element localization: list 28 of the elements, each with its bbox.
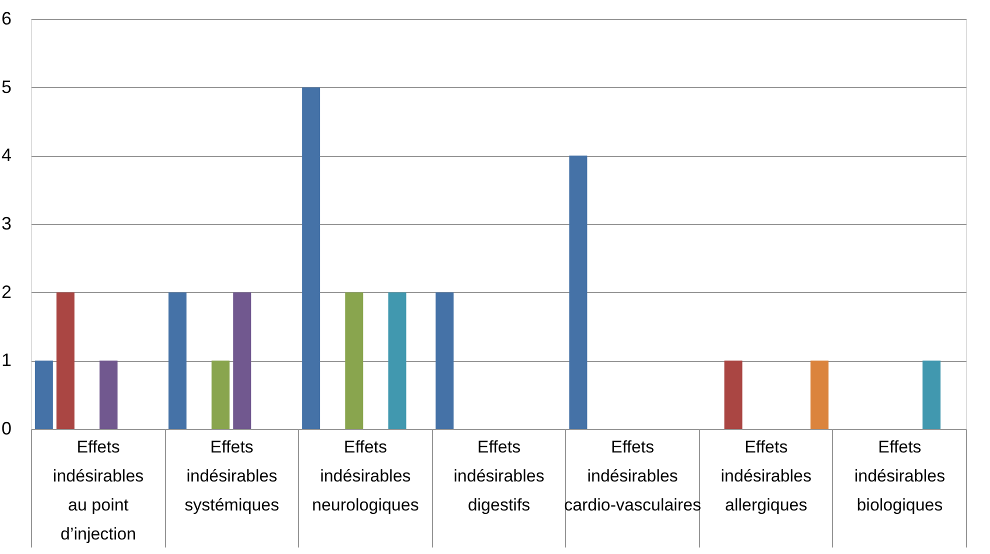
bar xyxy=(100,360,118,429)
y-tick-label: 4 xyxy=(1,145,12,166)
bar xyxy=(233,292,252,429)
y-tick-label: 1 xyxy=(1,350,12,370)
bar xyxy=(168,292,186,429)
x-tick-label: Effets indésirables neurologiques xyxy=(312,438,419,514)
x-tick-label: Effets indésirables cardio-vasculaires xyxy=(564,438,702,514)
y-tick-label: 5 xyxy=(1,76,12,97)
bar xyxy=(810,360,828,429)
y-tick-label: 6 xyxy=(1,8,12,28)
bar xyxy=(345,292,364,429)
y-tick-label: 2 xyxy=(1,282,12,302)
x-tick-label: Effets indésirables systémiques xyxy=(184,438,280,514)
bar xyxy=(56,292,74,429)
x-tick-label: Effets indésirables digestifs xyxy=(454,438,544,514)
y-tick-label: 0 xyxy=(1,418,12,438)
x-tick-label: Effets indésirables biologiques xyxy=(854,438,946,514)
bar xyxy=(724,360,742,429)
bar xyxy=(34,360,53,429)
y-tick-label: 3 xyxy=(1,214,12,234)
bar xyxy=(212,360,230,429)
x-tick-label: Effets indésirables allergiques xyxy=(720,438,812,514)
bar xyxy=(302,87,320,429)
bar xyxy=(436,292,454,429)
bar xyxy=(388,292,406,429)
bar xyxy=(569,156,588,429)
bar xyxy=(922,360,941,429)
x-tick-label: Effets indésirables au point d’injection xyxy=(52,438,144,544)
